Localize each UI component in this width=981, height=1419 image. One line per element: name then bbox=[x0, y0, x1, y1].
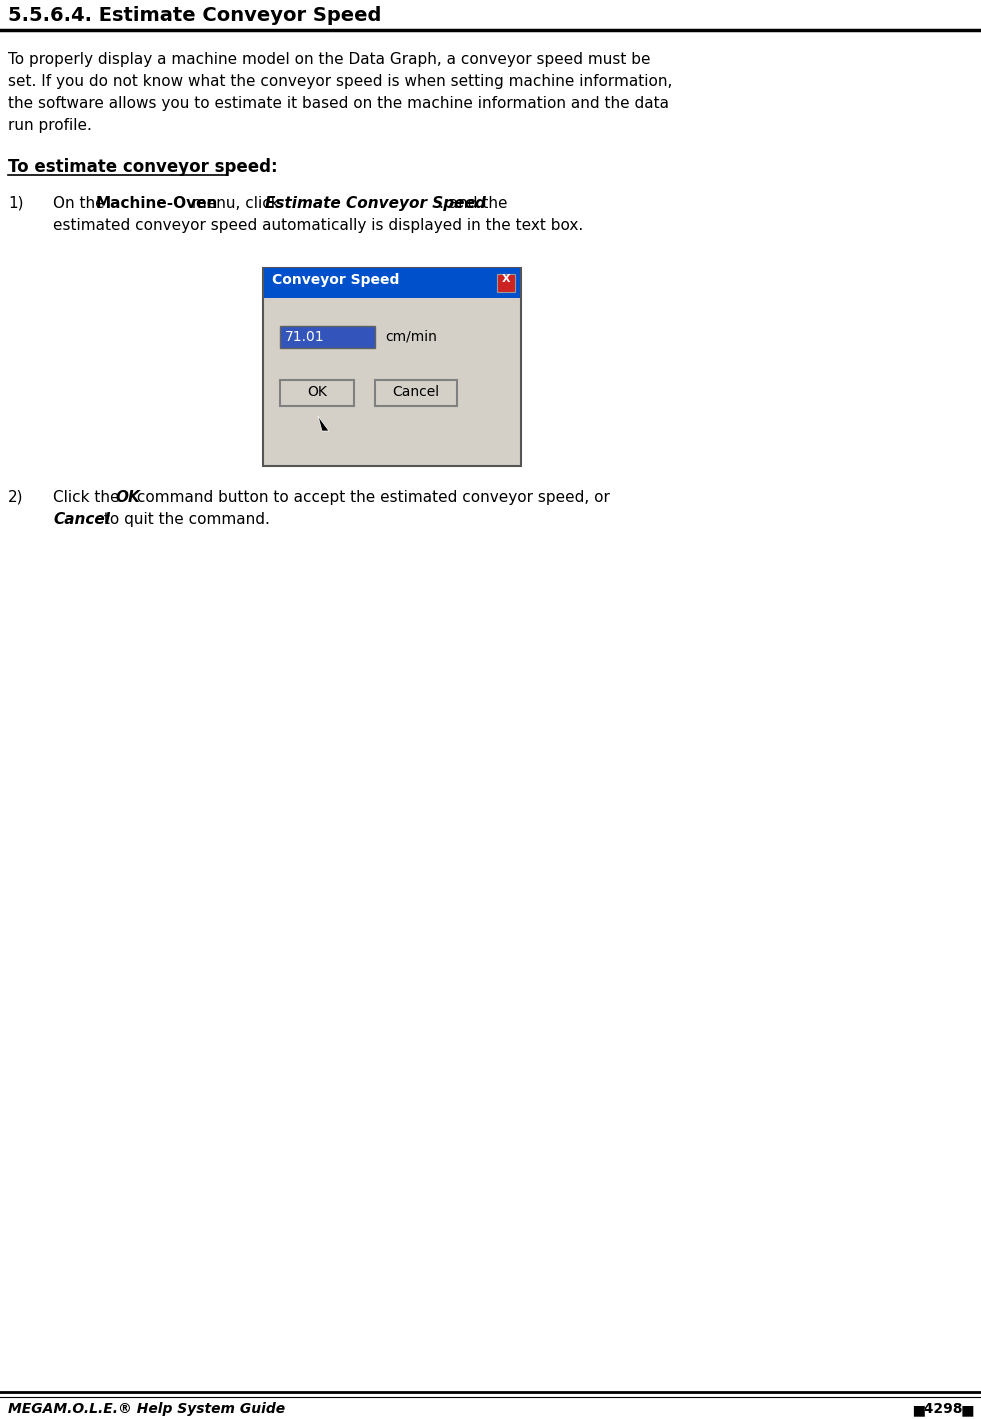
Text: 2): 2) bbox=[8, 490, 24, 505]
Bar bbox=[375, 380, 457, 406]
Text: estimated conveyor speed automatically is displayed in the text box.: estimated conveyor speed automatically i… bbox=[53, 219, 584, 233]
Text: the software allows you to estimate it based on the machine information and the : the software allows you to estimate it b… bbox=[8, 96, 669, 111]
Text: to quit the command.: to quit the command. bbox=[99, 512, 270, 526]
Bar bbox=[497, 274, 515, 292]
Text: On the: On the bbox=[53, 196, 110, 211]
Text: 1): 1) bbox=[8, 196, 24, 211]
Text: Click the: Click the bbox=[53, 490, 125, 505]
Text: set. If you do not know what the conveyor speed is when setting machine informat: set. If you do not know what the conveyo… bbox=[8, 74, 672, 89]
Text: run profile.: run profile. bbox=[8, 118, 92, 133]
Text: Estimate Conveyor Speed: Estimate Conveyor Speed bbox=[265, 196, 486, 211]
Text: Conveyor Speed: Conveyor Speed bbox=[272, 272, 399, 287]
Text: X: X bbox=[501, 274, 510, 284]
Text: To properly display a machine model on the Data Graph, a conveyor speed must be: To properly display a machine model on t… bbox=[8, 53, 650, 67]
Text: Cancel: Cancel bbox=[53, 512, 110, 526]
Text: menu, click: menu, click bbox=[187, 196, 284, 211]
Text: MEGAM.O.L.E.® Help System Guide: MEGAM.O.L.E.® Help System Guide bbox=[8, 1402, 285, 1416]
Text: cm/min: cm/min bbox=[385, 331, 437, 343]
Bar bbox=[263, 268, 521, 465]
Polygon shape bbox=[318, 416, 329, 431]
Text: 71.01: 71.01 bbox=[285, 331, 325, 343]
Text: To estimate conveyor speed:: To estimate conveyor speed: bbox=[8, 158, 278, 176]
Bar bbox=[280, 326, 375, 348]
Text: 5.5.6.4. Estimate Conveyor Speed: 5.5.6.4. Estimate Conveyor Speed bbox=[8, 6, 382, 26]
Text: Cancel: Cancel bbox=[392, 385, 439, 399]
Text: . and the: . and the bbox=[439, 196, 507, 211]
Bar bbox=[280, 380, 354, 406]
Text: OK: OK bbox=[115, 490, 140, 505]
Text: Machine-Oven: Machine-Oven bbox=[96, 196, 219, 211]
Bar bbox=[264, 268, 520, 298]
Text: command button to accept the estimated conveyor speed, or: command button to accept the estimated c… bbox=[132, 490, 610, 505]
Text: ▆4298▆: ▆4298▆ bbox=[913, 1402, 973, 1416]
Text: OK: OK bbox=[307, 385, 327, 399]
